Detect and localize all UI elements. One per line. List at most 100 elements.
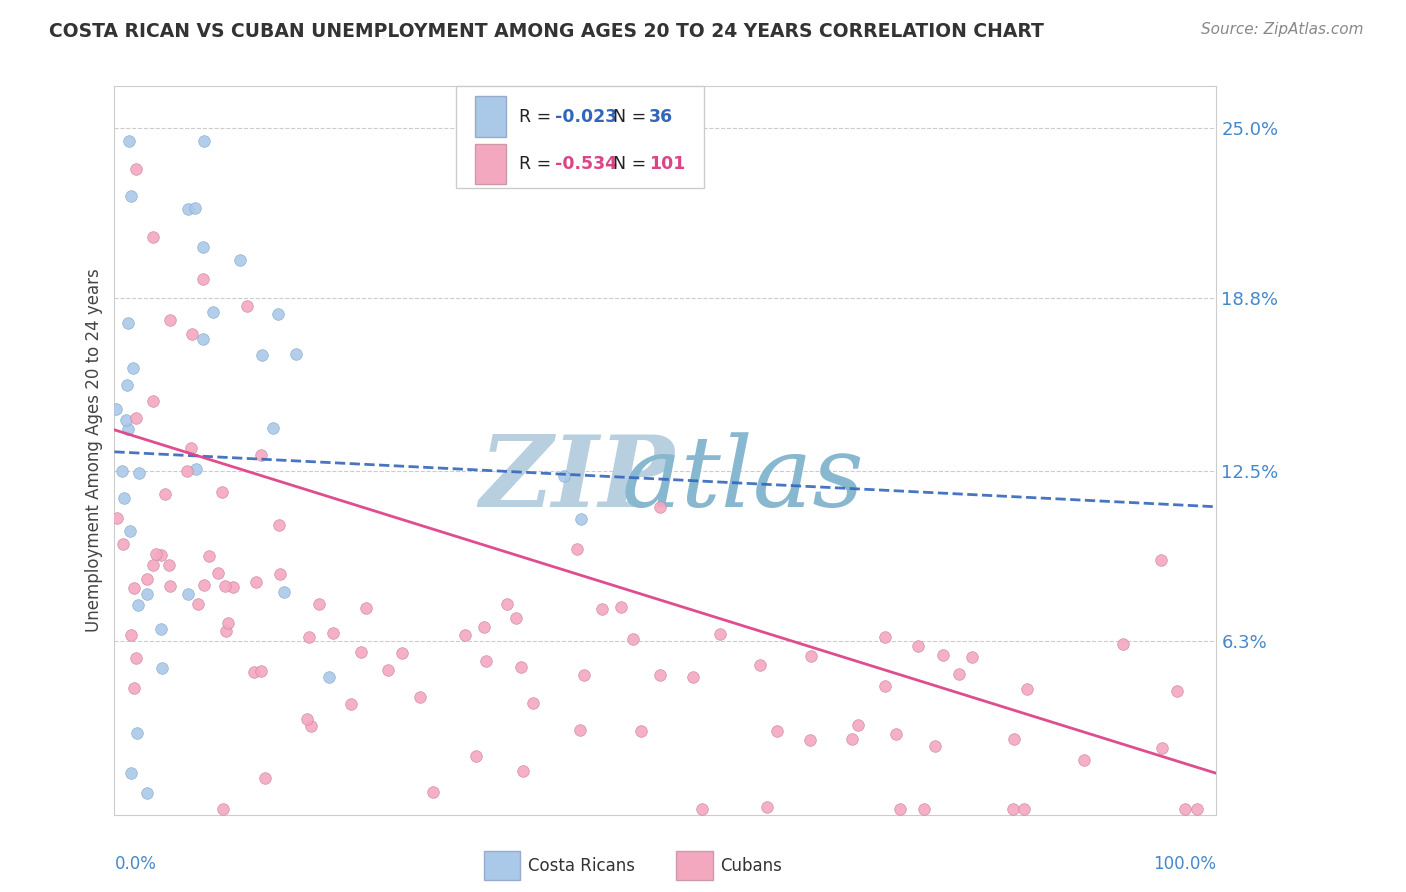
Point (889, 802, 911, 816)
Text: R =: R = (519, 155, 557, 173)
Point (465, 749, 488, 764)
Text: COSTA RICAN VS CUBAN UNEMPLOYMENT AMONG AGES 20 TO 24 YEARS CORRELATION CHART: COSTA RICAN VS CUBAN UNEMPLOYMENT AMONG … (49, 22, 1045, 41)
Point (475, 654, 498, 668)
Point (176, 464, 198, 478)
Text: atlas: atlas (621, 432, 863, 527)
Point (755, 800, 778, 814)
Point (749, 657, 772, 672)
Point (591, 602, 613, 616)
Point (422, 785, 444, 799)
Text: -0.023: -0.023 (555, 108, 617, 126)
Text: N =: N = (613, 108, 651, 126)
Point (350, 645, 373, 659)
Point (1150, 553, 1173, 567)
Point (1166, 684, 1188, 698)
Point (630, 723, 652, 738)
Point (377, 663, 399, 677)
Point (252, 348, 274, 362)
Point (155, 486, 177, 500)
Point (111, 464, 134, 478)
Point (243, 665, 266, 679)
FancyBboxPatch shape (456, 87, 704, 188)
Point (193, 332, 215, 346)
Text: 100.0%: 100.0% (1153, 855, 1216, 872)
Point (125, 161, 148, 176)
Point (193, 240, 215, 254)
Point (141, 394, 163, 409)
Point (114, 413, 136, 427)
Point (800, 648, 823, 663)
Point (136, 786, 159, 800)
Text: Source: ZipAtlas.com: Source: ZipAtlas.com (1201, 22, 1364, 37)
Point (235, 299, 257, 313)
Point (214, 579, 236, 593)
Point (799, 733, 821, 747)
Point (105, 401, 128, 416)
Point (875, 680, 897, 694)
Point (1014, 802, 1036, 816)
Point (1111, 637, 1133, 651)
Point (125, 726, 148, 740)
Point (1073, 754, 1095, 768)
Point (201, 305, 224, 319)
Point (884, 727, 907, 741)
Point (907, 640, 929, 654)
Point (299, 719, 322, 733)
Point (122, 681, 145, 695)
Point (565, 542, 588, 557)
Point (285, 347, 308, 361)
Point (273, 585, 295, 599)
Point (180, 442, 202, 456)
Point (122, 581, 145, 595)
Point (875, 630, 897, 644)
Point (187, 598, 209, 612)
Point (250, 448, 273, 462)
Point (948, 666, 970, 681)
Point (1174, 802, 1197, 816)
Point (648, 668, 671, 682)
Point (136, 572, 159, 586)
Point (180, 326, 202, 341)
Point (157, 558, 180, 572)
Point (177, 202, 200, 217)
Point (142, 558, 165, 572)
Point (610, 600, 633, 615)
Point (193, 134, 215, 148)
Point (495, 597, 517, 611)
Point (118, 134, 141, 148)
Text: 36: 36 (650, 108, 673, 126)
Point (183, 201, 205, 215)
Point (159, 579, 181, 593)
Point (682, 670, 704, 684)
FancyBboxPatch shape (484, 851, 520, 880)
Point (1150, 741, 1173, 756)
Point (150, 622, 173, 636)
Point (1015, 681, 1038, 696)
Point (120, 189, 142, 203)
Point (409, 690, 432, 704)
Point (211, 484, 233, 499)
Point (354, 600, 377, 615)
Text: R =: R = (519, 108, 557, 126)
Point (117, 377, 139, 392)
Point (912, 802, 935, 816)
Point (111, 537, 134, 551)
Point (262, 421, 284, 435)
Point (522, 696, 544, 710)
Point (121, 360, 143, 375)
Y-axis label: Unemployment Among Ages 20 to 24 years: Unemployment Among Ages 20 to 24 years (86, 268, 103, 632)
Point (295, 712, 318, 726)
Point (128, 467, 150, 481)
Point (159, 313, 181, 327)
Point (505, 611, 527, 625)
Point (572, 668, 595, 682)
Point (193, 578, 215, 592)
Point (217, 615, 239, 630)
Point (766, 724, 789, 739)
Point (120, 628, 142, 642)
Point (120, 524, 142, 538)
Point (322, 626, 344, 640)
Point (191, 271, 214, 285)
Point (846, 718, 869, 732)
Point (269, 566, 291, 581)
